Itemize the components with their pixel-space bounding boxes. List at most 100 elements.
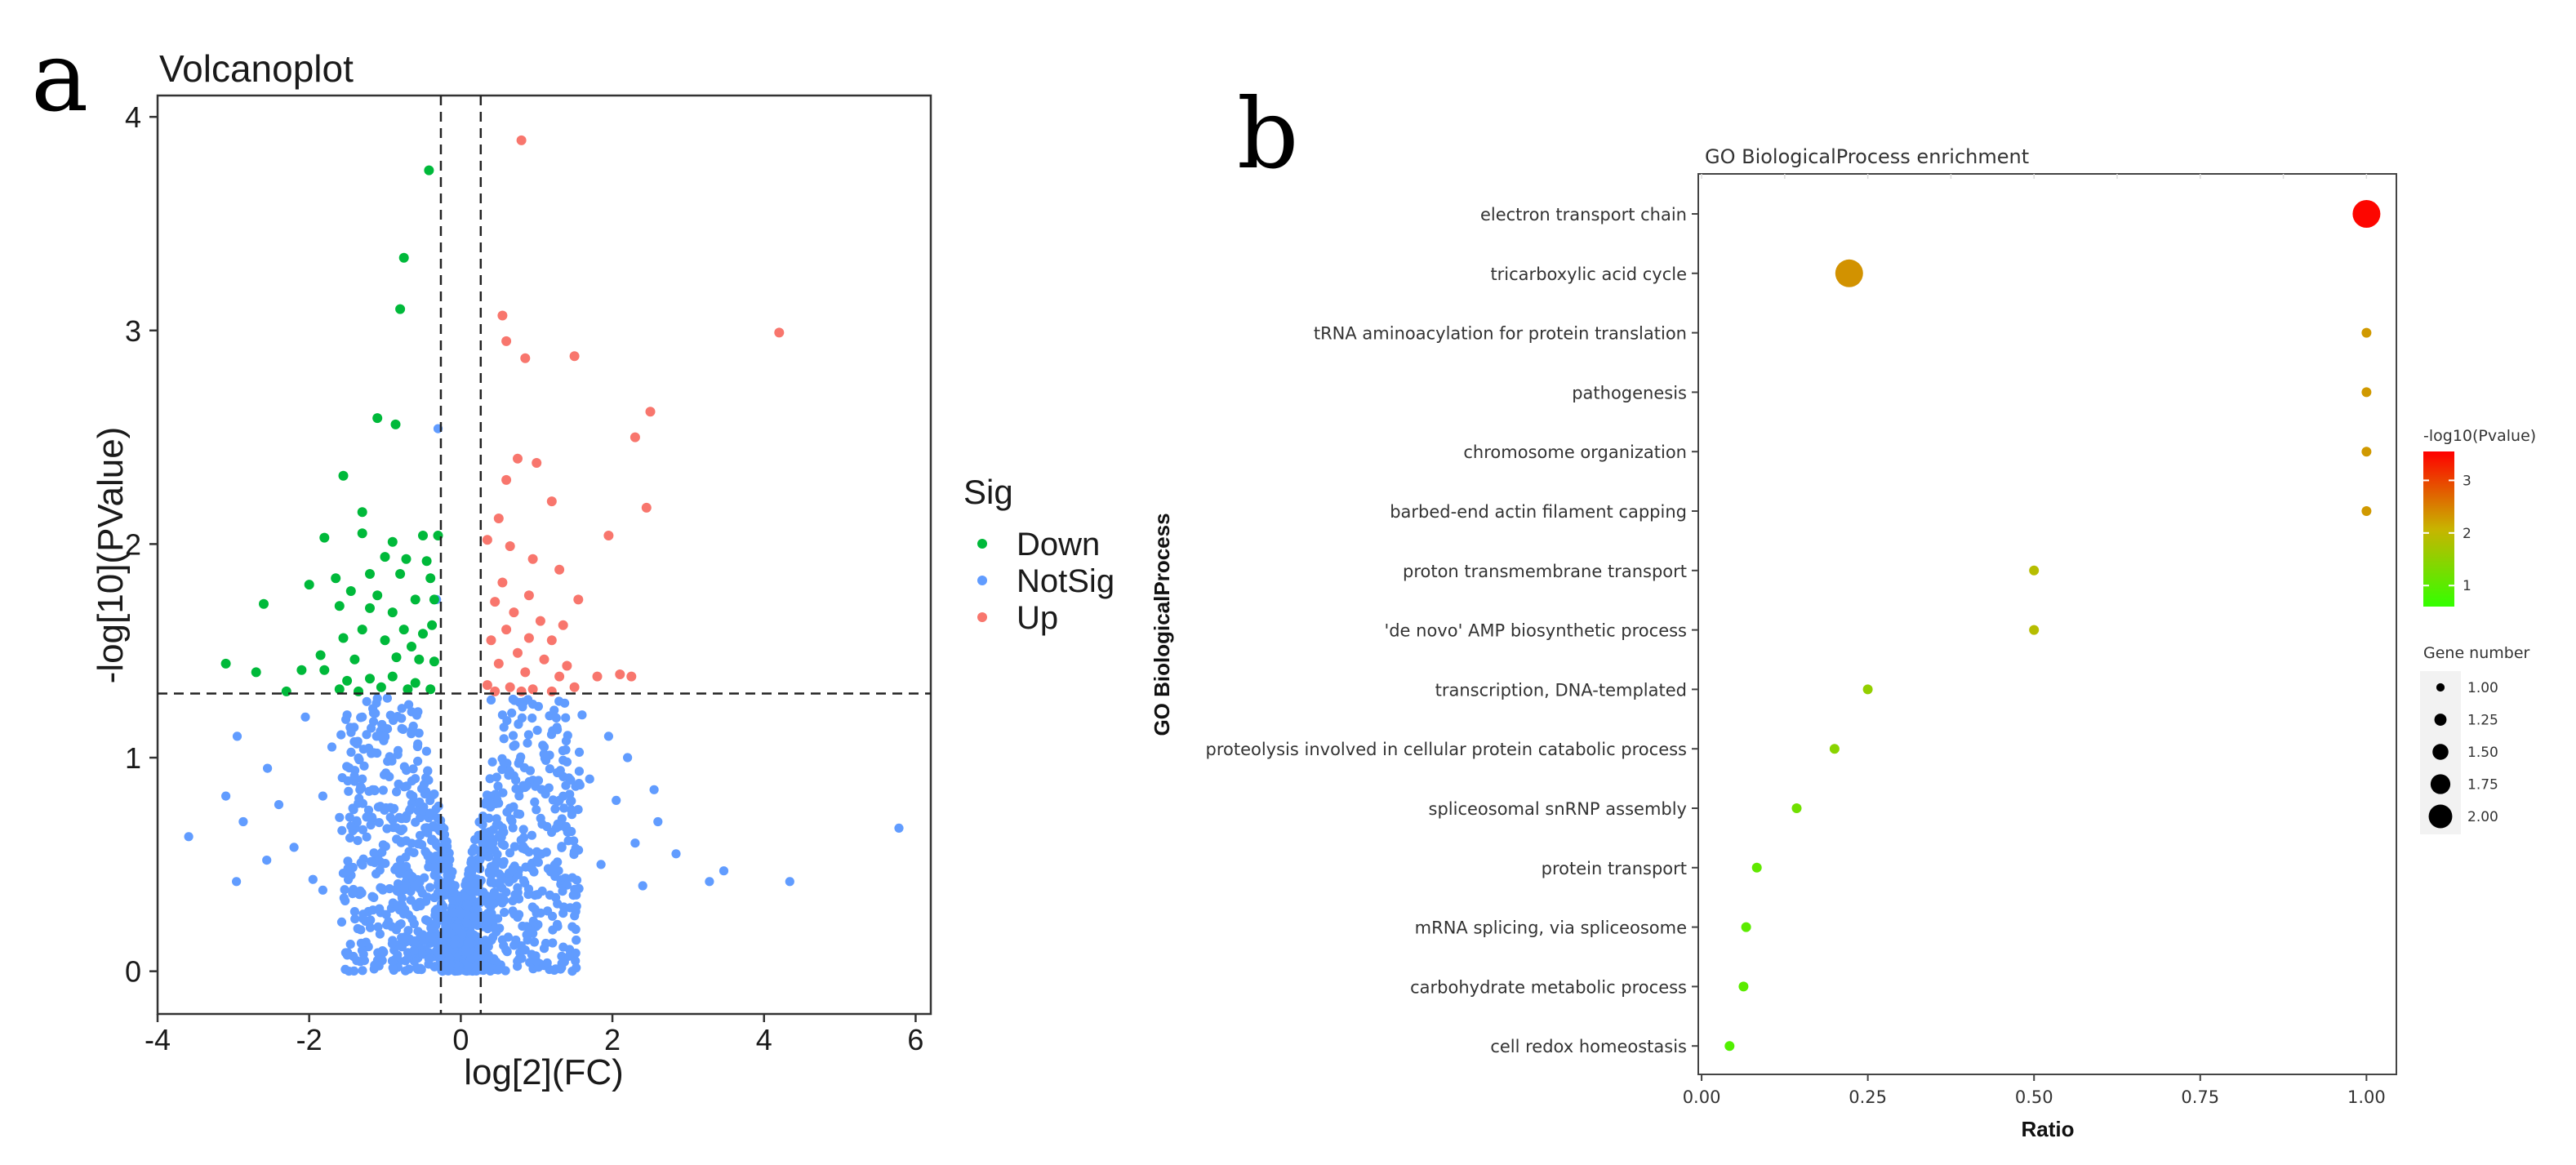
notsig-point — [318, 791, 327, 801]
notsig-point — [403, 910, 413, 920]
notsig-point — [374, 818, 384, 828]
notsig-point — [345, 833, 355, 843]
notsig-point — [364, 786, 374, 796]
up-point — [493, 514, 504, 523]
go-point — [2352, 200, 2381, 228]
notsig-point — [558, 887, 567, 896]
notsig-point — [550, 804, 560, 814]
notsig-point — [349, 966, 359, 976]
notsig-point — [474, 944, 484, 954]
notsig-point — [546, 730, 557, 740]
color-tick-label: 2 — [2463, 526, 2471, 542]
notsig-point — [443, 842, 452, 852]
down-point — [418, 629, 428, 639]
go-point — [1829, 744, 1840, 754]
notsig-point — [484, 852, 494, 862]
notsig-point — [528, 700, 538, 709]
notsig-point — [425, 808, 435, 818]
notsig-point — [375, 865, 385, 875]
notsig-point — [376, 883, 385, 892]
notsig-point — [549, 705, 559, 715]
notsig-point — [493, 781, 503, 791]
notsig-point — [527, 949, 536, 959]
notsig-point — [499, 734, 509, 744]
down-point — [345, 586, 356, 596]
notsig-point — [408, 764, 418, 774]
notsig-point — [572, 935, 581, 945]
panel-a-letter: a — [31, 20, 88, 133]
legend-down-key — [977, 539, 987, 549]
volcano-points — [184, 135, 904, 976]
notsig-point — [401, 956, 411, 966]
notsig-point — [514, 719, 523, 729]
go-points — [1724, 200, 2381, 1052]
up-point — [532, 458, 542, 468]
notsig-point — [381, 909, 391, 919]
down-point — [365, 569, 375, 579]
notsig-point — [362, 832, 371, 842]
notsig-point — [490, 845, 500, 855]
down-point — [407, 642, 416, 651]
notsig-point — [456, 909, 465, 918]
notsig-point — [510, 740, 520, 750]
up-point — [513, 647, 523, 658]
notsig-point — [522, 922, 532, 932]
size-legend-label: 2.00 — [2467, 809, 2498, 825]
go-x-axis: 0.00 0.25 0.50 0.75 1.00 — [1683, 1074, 2386, 1107]
down-point — [296, 665, 307, 675]
notsig-point — [483, 963, 493, 972]
notsig-point — [300, 712, 310, 722]
notsig-point — [424, 954, 434, 964]
notsig-point — [574, 883, 584, 893]
legend-notsig-label: NotSig — [1017, 563, 1114, 599]
up-point — [615, 669, 625, 679]
up-point — [509, 607, 519, 618]
notsig-point — [486, 695, 496, 705]
category-label: proteolysis involved in cellular protein… — [1206, 740, 1688, 759]
y-tick-label: 1 — [125, 741, 141, 775]
notsig-point — [358, 774, 367, 784]
notsig-point — [503, 932, 514, 942]
notsig-point — [363, 805, 374, 815]
notsig-point — [472, 932, 482, 942]
notsig-point — [507, 708, 517, 718]
notsig-point — [367, 749, 376, 758]
category-label: mRNA splicing, via spliceosome — [1415, 918, 1687, 938]
notsig-point — [238, 816, 248, 827]
up-point — [592, 671, 603, 682]
up-point — [513, 453, 523, 464]
notsig-point — [408, 721, 418, 731]
notsig-point — [343, 948, 353, 958]
notsig-point — [418, 949, 428, 959]
notsig-point — [378, 785, 388, 795]
legend-down-label: Down — [1017, 527, 1100, 562]
notsig-point — [415, 797, 425, 807]
color-tick-label: 3 — [2463, 473, 2471, 489]
notsig-point — [397, 723, 407, 734]
color-legend-bar — [2423, 451, 2454, 607]
notsig-point — [336, 730, 346, 740]
notsig-point — [472, 874, 483, 884]
notsig-point — [574, 845, 584, 855]
go-y-label: GO BiologicalProcess — [1150, 513, 1174, 736]
up-point — [774, 327, 785, 338]
notsig-point — [366, 820, 376, 830]
notsig-point — [500, 840, 509, 850]
notsig-point — [366, 915, 376, 925]
notsig-point — [560, 698, 570, 708]
go-point — [2361, 506, 2372, 516]
notsig-point — [487, 909, 496, 918]
down-point — [365, 603, 375, 613]
x-tick-label: 1.00 — [2347, 1087, 2386, 1107]
x-tick-label: 0 — [452, 1023, 469, 1056]
down-point — [403, 684, 413, 695]
x-tick-label: 0.75 — [2181, 1087, 2219, 1107]
up-point — [482, 535, 492, 545]
go-point — [1791, 803, 1802, 813]
down-point — [398, 252, 409, 263]
notsig-point — [439, 829, 450, 839]
category-label: carbohydrate metabolic process — [1410, 977, 1687, 997]
notsig-point — [343, 776, 353, 786]
up-point — [569, 682, 580, 692]
down-point — [380, 552, 390, 562]
